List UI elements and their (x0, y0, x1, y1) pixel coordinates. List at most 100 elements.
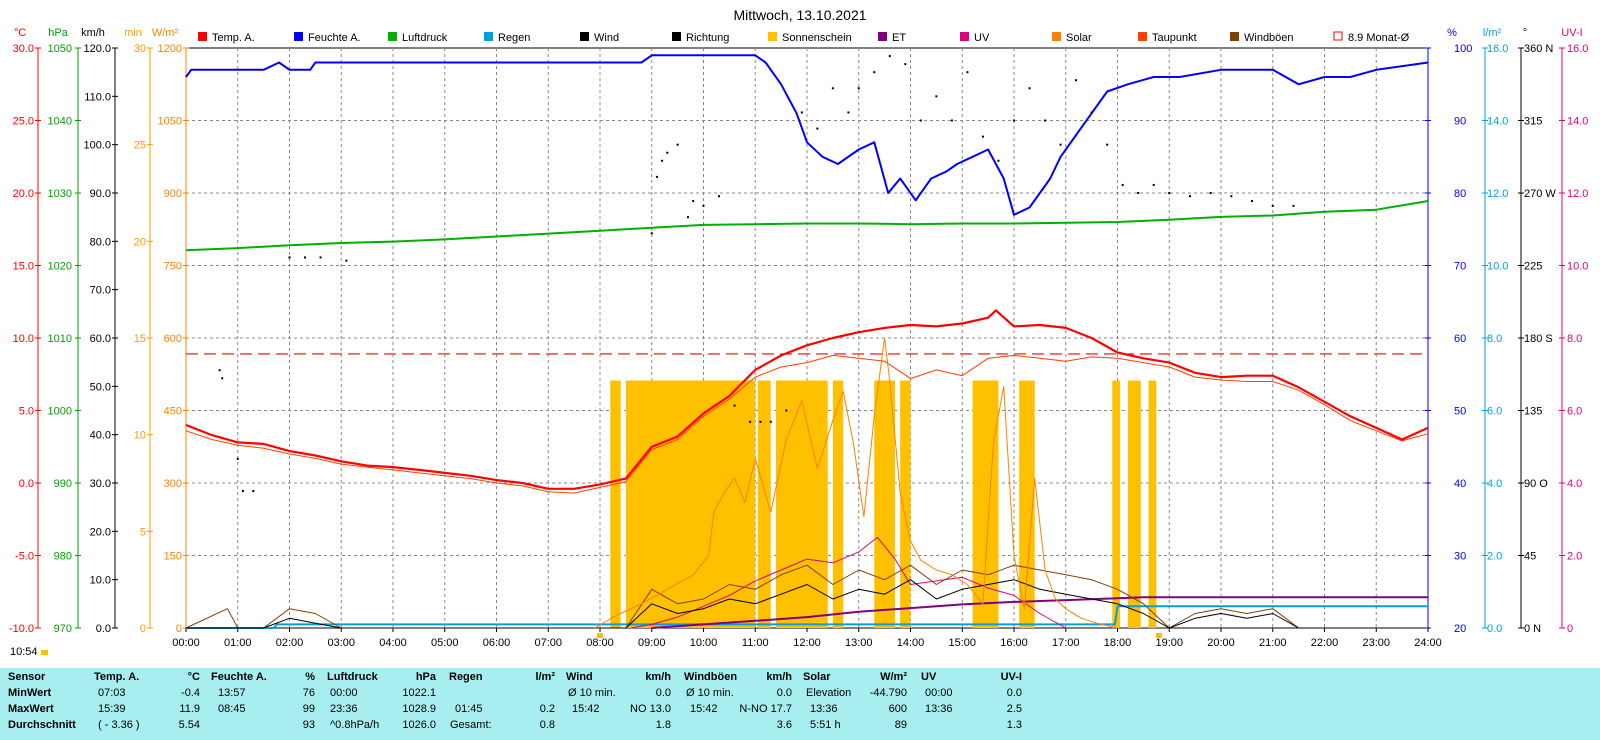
direction-point (221, 377, 224, 380)
stats-header-uv: UV (921, 671, 937, 683)
pressure-axis-tick-label: 990 (54, 478, 72, 490)
stats-max-solar: 600 (888, 703, 907, 715)
legend-swatch (768, 32, 777, 41)
sunrise-time: 10:54 (10, 646, 48, 658)
uvi-axis-tick-label: 14.0 (1567, 116, 1588, 128)
x-tick-label: 06:00 (483, 637, 511, 649)
direction-point (888, 55, 891, 58)
wind-axis-tick-label: 30.0 (90, 478, 111, 490)
direction-point (1090, 111, 1093, 114)
direction-point (1137, 192, 1140, 194)
direction-point (873, 71, 876, 74)
axis-header-wind: km/h (81, 27, 105, 39)
direction-axis-tick-label: 180 S (1524, 333, 1553, 345)
legend-swatch (672, 32, 681, 41)
direction-point (1152, 183, 1155, 186)
legend-swatch (878, 32, 887, 41)
wind-axis-tick-label: 60.0 (90, 333, 111, 345)
temp-axis-tick-label: 20.0 (13, 188, 34, 200)
wind-axis-tick-label: 90.0 (90, 188, 111, 200)
stats-max-gust-time: 15:42 (690, 703, 718, 715)
direction-point (319, 256, 322, 259)
stats-header-pressure: Luftdruck (327, 671, 378, 683)
x-tick-label: 03:00 (327, 637, 355, 649)
stats-min-solar-label: Elevation (806, 687, 852, 699)
direction-point (769, 420, 772, 423)
uvi-axis-tick-label: 2.0 (1567, 551, 1582, 563)
legend-swatch (198, 32, 207, 41)
x-tick-label: 07:00 (534, 637, 562, 649)
temp-axis-tick-label: 0.0 (19, 478, 34, 490)
direction-point (857, 87, 860, 90)
stats-min-uv-time: 00:00 (925, 687, 953, 699)
stats-header-temp-unit: °C (187, 671, 200, 683)
uvi-axis-tick-label: 8.0 (1567, 333, 1582, 345)
pressure-axis-tick-label: 1040 (48, 116, 72, 128)
legend-swatch (388, 32, 397, 41)
stats-header-wind-unit: km/h (645, 671, 671, 683)
minutes-axis-tick-label: 0 (140, 623, 146, 635)
direction-point (241, 490, 244, 493)
left-axes: 30.025.020.015.010.05.00.0-5.0-10.010501… (9, 27, 1583, 635)
minutes-axis-tick-label: 20 (134, 236, 146, 248)
minutes-axis-tick-label: 30 (134, 43, 146, 55)
humidity-axis-tick-label: 100 (1454, 43, 1472, 55)
wind-axis-tick-label: 50.0 (90, 381, 111, 393)
stats-max-press-time: 23:36 (330, 703, 358, 715)
wind-axis-tick-label: 120.0 (83, 43, 111, 55)
series-line-feuchte-a (185, 54, 1429, 216)
direction-point (676, 143, 679, 146)
humidity-axis-tick-label: 50 (1454, 406, 1466, 418)
wind-axis-tick-label: 70.0 (90, 285, 111, 297)
legend-label: Regen (498, 32, 530, 44)
legend-label: Wind (594, 32, 619, 44)
x-tick-label: 20:00 (1207, 637, 1235, 649)
wind-axis-tick-label: 40.0 (90, 430, 111, 442)
stats-max-press: 1028.9 (402, 703, 436, 715)
x-tick-label: 21:00 (1259, 637, 1287, 649)
stats-min-wind-label: Ø 10 min. (568, 687, 616, 699)
rain-axis-tick-label: 2.0 (1487, 551, 1502, 563)
direction-point (1106, 143, 1109, 146)
legend-label: UV (974, 32, 990, 44)
uvi-axis-tick-label: 12.0 (1567, 188, 1588, 200)
legend-label: Windböen (1244, 32, 1294, 44)
humidity-axis-tick-label: 90 (1454, 116, 1466, 128)
direction-point (1251, 200, 1254, 203)
sunshine-bar (900, 380, 911, 628)
legend-swatch (1052, 32, 1061, 41)
legend-swatch (580, 32, 589, 41)
weather-chart: 30.025.020.015.010.05.00.0-5.0-10.010501… (9, 7, 1589, 649)
direction-point (1271, 204, 1274, 207)
stats-min-temp-time: 07:03 (98, 687, 126, 699)
wind-axis-tick-label: 0.0 (96, 623, 111, 635)
direction-point (759, 420, 762, 423)
pressure-axis-tick-label: 980 (54, 551, 72, 563)
statistics-table: Sensor Temp. A. °C Feuchte A.% Luftdruck hPa R… (0, 668, 1600, 740)
direction-point (686, 216, 689, 219)
temp-axis-tick-label: -5.0 (15, 551, 34, 563)
sunshine-bar (1112, 380, 1121, 628)
direction-point (847, 111, 850, 114)
legend-label: Luftdruck (402, 32, 448, 44)
sunrise-marker (597, 633, 603, 638)
direction-point (288, 256, 291, 259)
legend-swatch (1230, 32, 1239, 41)
humidity-axis-tick-label: 20 (1454, 623, 1466, 635)
direction-point (345, 259, 348, 262)
stats-max-gust: N-NO 17.7 (739, 703, 792, 715)
direction-point (702, 204, 705, 207)
direction-point (800, 111, 803, 114)
direction-point (904, 63, 907, 66)
temp-axis-tick-label: 30.0 (13, 43, 34, 55)
legend-label: ET (892, 32, 906, 44)
stats-header-gust: Windböen (684, 671, 738, 683)
series-line-taupunkt (185, 354, 1429, 494)
direction-point (966, 71, 969, 74)
direction-point (1044, 119, 1047, 122)
stats-max-temp-time: 15:39 (98, 703, 126, 715)
temp-axis-tick-label: -10.0 (9, 623, 34, 635)
stats-avg-hum: 93 (302, 719, 315, 731)
humidity-axis-tick-label: 30 (1454, 551, 1466, 563)
legend-swatch (484, 32, 493, 41)
